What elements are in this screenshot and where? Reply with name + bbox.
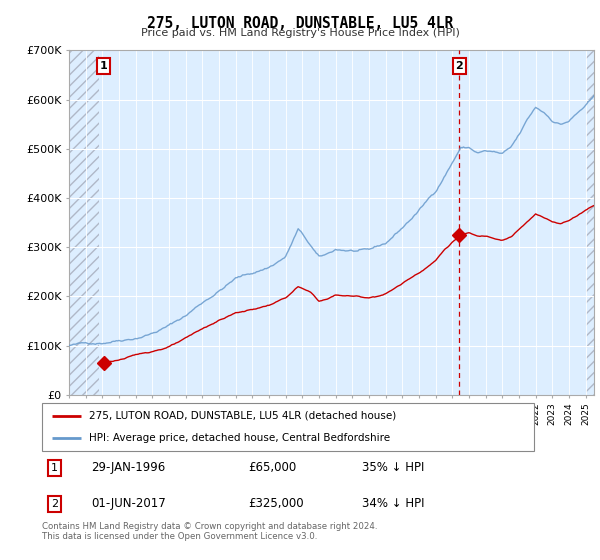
Text: Contains HM Land Registry data © Crown copyright and database right 2024.
This d: Contains HM Land Registry data © Crown c… (42, 522, 377, 542)
Bar (586, 50, 594, 395)
Text: 29-JAN-1996: 29-JAN-1996 (91, 461, 166, 474)
Text: £325,000: £325,000 (248, 497, 304, 510)
Text: 35% ↓ HPI: 35% ↓ HPI (362, 461, 424, 474)
Text: 2: 2 (455, 61, 463, 71)
Text: HPI: Average price, detached house, Central Bedfordshire: HPI: Average price, detached house, Cent… (89, 433, 390, 444)
Text: 1: 1 (100, 61, 107, 71)
Text: 1: 1 (51, 463, 58, 473)
Text: 34% ↓ HPI: 34% ↓ HPI (362, 497, 424, 510)
Bar (69, 50, 99, 395)
Text: £65,000: £65,000 (248, 461, 297, 474)
FancyBboxPatch shape (42, 403, 534, 451)
Text: 2: 2 (51, 499, 58, 509)
Bar (69, 50, 99, 395)
Text: 275, LUTON ROAD, DUNSTABLE, LU5 4LR: 275, LUTON ROAD, DUNSTABLE, LU5 4LR (147, 16, 453, 31)
Text: Price paid vs. HM Land Registry's House Price Index (HPI): Price paid vs. HM Land Registry's House … (140, 28, 460, 38)
Text: 275, LUTON ROAD, DUNSTABLE, LU5 4LR (detached house): 275, LUTON ROAD, DUNSTABLE, LU5 4LR (det… (89, 410, 396, 421)
Text: 01-JUN-2017: 01-JUN-2017 (91, 497, 166, 510)
